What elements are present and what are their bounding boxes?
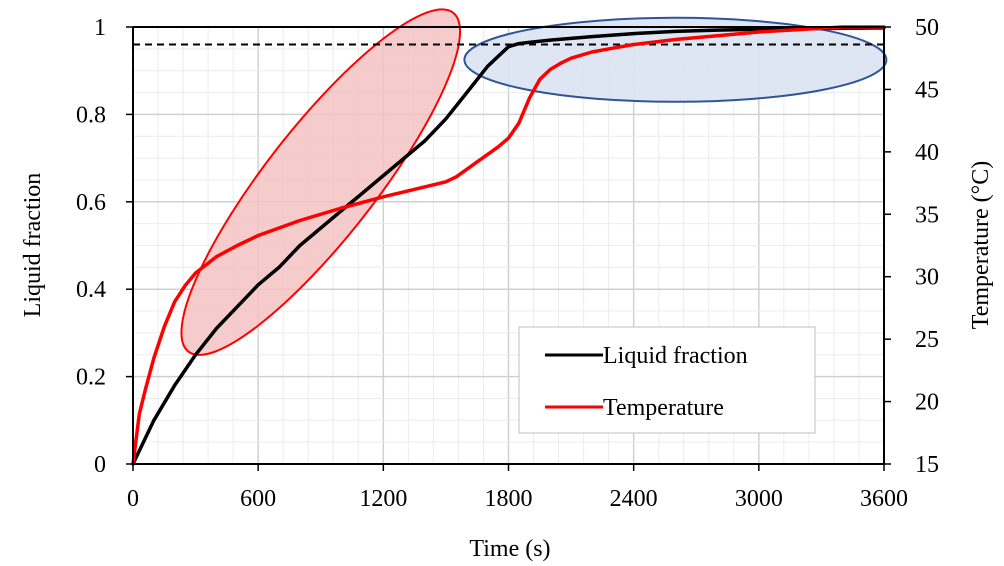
x-tick-label: 0 — [127, 486, 139, 512]
legend: Liquid fraction Temperature — [518, 326, 816, 434]
legend-label-temperature: Temperature — [603, 395, 724, 421]
y-right-tick-label: 35 — [915, 202, 939, 228]
x-tick-label: 2400 — [610, 486, 658, 512]
y-left-tick-label: 0.8 — [76, 102, 106, 128]
y-right-tick-label: 45 — [915, 77, 939, 103]
x-tick-label: 1800 — [485, 486, 533, 512]
x-tick-label: 1200 — [359, 486, 407, 512]
y-left-tick-label: 0 — [94, 452, 106, 478]
y-left-tick-label: 1 — [94, 15, 106, 41]
axes — [126, 26, 891, 471]
temperature-line — [131, 25, 886, 466]
series-layer — [131, 25, 886, 466]
y-right-tick-label: 25 — [915, 327, 939, 353]
legend-box — [518, 326, 816, 434]
x-tick-label: 3600 — [860, 486, 908, 512]
y-left-tick-label: 0.6 — [76, 190, 106, 216]
y-left-tick-label: 0.4 — [76, 277, 106, 303]
y-right-axis-title: Temperature (°C) — [968, 161, 994, 330]
y-right-tick-label: 40 — [915, 140, 939, 166]
x-tick-label: 600 — [240, 486, 276, 512]
y-right-tick-label: 30 — [915, 265, 939, 291]
red-highlight-ellipse — [180, 8, 462, 356]
y-right-tick-label: 20 — [915, 390, 939, 416]
y-left-axis-title: Liquid fraction — [20, 173, 46, 318]
y-right-tick-label: 50 — [915, 15, 939, 41]
liquid-fraction-line — [131, 26, 886, 466]
tick-labels: 0 600 1200 1800 2400 3000 3600 0 0.2 0.4 0.6 0.8 1 15… — [76, 15, 939, 512]
x-tick-label: 3000 — [735, 486, 783, 512]
x-axis-title: Time (s) — [469, 536, 550, 562]
y-right-tick-label: 15 — [915, 452, 939, 478]
y-left-tick-label: 0.2 — [76, 365, 106, 391]
legend-label-liquid-fraction: Liquid fraction — [603, 343, 748, 369]
